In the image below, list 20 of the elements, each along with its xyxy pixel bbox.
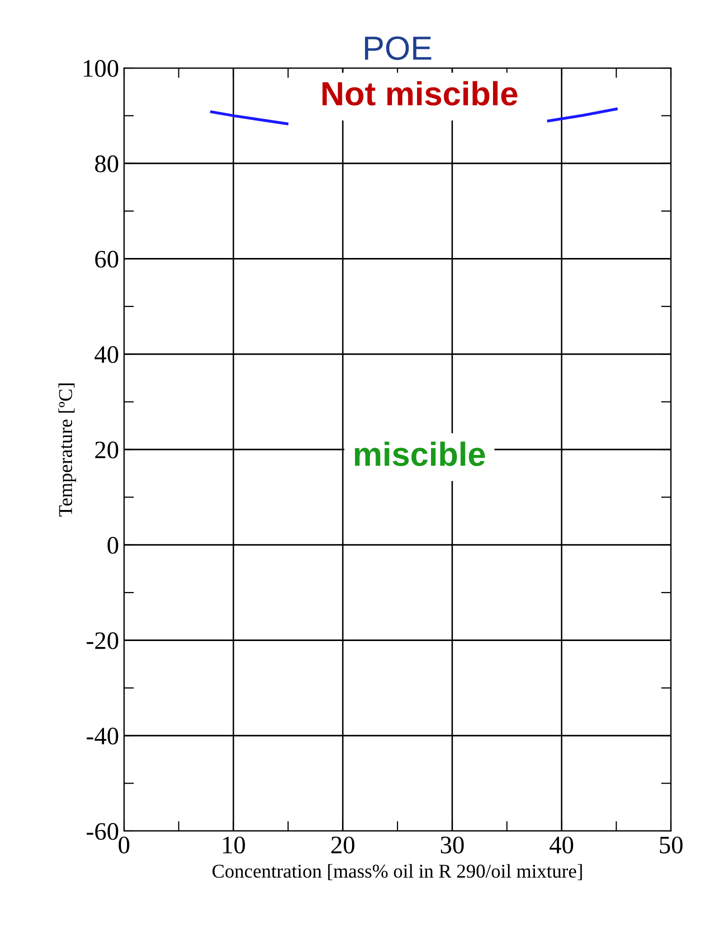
x-tick-label: 20	[331, 836, 354, 854]
y-tick-label: 100	[84, 60, 118, 77]
y-tick-label: -60	[86, 823, 118, 840]
y-tick-label: -20	[86, 632, 118, 650]
y-tick-label: 0	[108, 536, 118, 554]
x-axis-title: Concentration [mass% oil in R 290/oil mixture]	[212, 864, 582, 880]
y-tick-label: -40	[86, 728, 118, 745]
x-tick-label: 10	[223, 836, 245, 854]
x-tick-label: 0	[118, 836, 130, 854]
y-axis-title: Temperature [ºC]	[58, 384, 76, 517]
y-tick-label: 60	[95, 250, 118, 268]
annotation: Not miscible	[322, 81, 518, 106]
y-tick-label: 40	[94, 346, 118, 364]
x-tick-label: 50	[660, 836, 683, 854]
chart-title: POE	[365, 36, 432, 60]
x-tick-label: 40	[550, 836, 574, 854]
x-tick-label: 30	[440, 836, 464, 854]
y-tick-label: 80	[95, 155, 118, 172]
annotation: miscible	[354, 442, 485, 466]
y-tick-label: 20	[95, 442, 118, 458]
